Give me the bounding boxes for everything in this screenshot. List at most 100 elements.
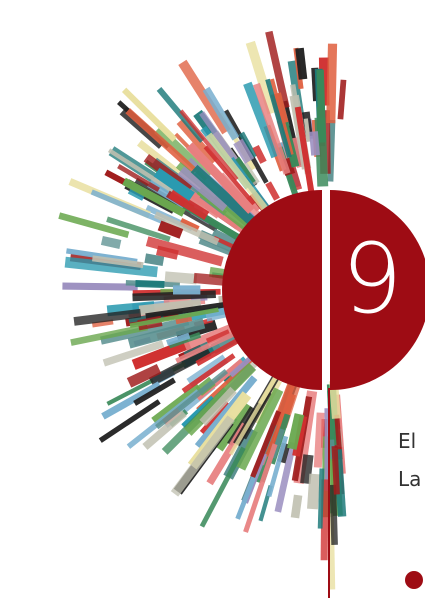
ray (286, 413, 305, 450)
ray (243, 443, 278, 533)
ray (202, 86, 240, 141)
ray (294, 106, 315, 194)
ray (326, 43, 338, 124)
ray (176, 118, 218, 165)
ray (125, 108, 198, 174)
ray (145, 236, 224, 267)
ray (166, 332, 191, 346)
ray (190, 164, 261, 231)
ray (107, 148, 183, 199)
ray (157, 220, 184, 239)
ray (290, 494, 303, 519)
ray (131, 338, 192, 370)
ray (333, 449, 347, 517)
ray (64, 256, 158, 278)
ray (177, 166, 230, 212)
ray (127, 318, 206, 349)
ray (181, 353, 236, 394)
ray (168, 189, 210, 220)
ray (250, 410, 282, 478)
ray (252, 82, 291, 175)
ray (186, 142, 255, 214)
ray (98, 399, 161, 443)
ray (317, 468, 325, 529)
ray (101, 381, 162, 420)
ray (62, 282, 138, 291)
ray (90, 189, 166, 225)
ray (270, 92, 289, 125)
ray (145, 300, 234, 320)
ray (199, 386, 237, 427)
ray-burst (58, 30, 347, 590)
ray (117, 163, 160, 193)
ray (300, 454, 314, 484)
ray (329, 484, 338, 545)
ray (215, 402, 253, 452)
ray (258, 374, 279, 405)
ray (235, 472, 258, 520)
ray (178, 59, 231, 135)
ray (295, 47, 308, 80)
ray (243, 81, 280, 159)
ray (179, 109, 239, 181)
ray (194, 375, 258, 449)
ray (307, 473, 321, 510)
ray (245, 40, 277, 115)
text-line: La (398, 467, 421, 491)
ray (320, 479, 329, 561)
ray (102, 340, 165, 367)
ray (313, 412, 325, 468)
ray (266, 435, 289, 498)
ray (170, 415, 235, 497)
ray (155, 368, 229, 430)
ray (290, 137, 305, 168)
ray (309, 131, 320, 156)
ray (265, 78, 292, 158)
chapter-number: 9 (341, 223, 402, 335)
ray (121, 87, 177, 142)
ray (236, 387, 284, 471)
ray (274, 441, 297, 513)
ray (235, 156, 256, 184)
ray (233, 138, 255, 164)
ray (135, 279, 165, 289)
ray (164, 271, 198, 285)
ray (199, 400, 231, 435)
ray (327, 119, 336, 182)
ray (100, 235, 122, 249)
ray (151, 383, 202, 424)
ray (148, 347, 212, 386)
ray (175, 327, 243, 364)
ray (58, 212, 130, 238)
ray (138, 298, 202, 316)
ray (303, 118, 311, 142)
ray (92, 255, 144, 269)
ray (91, 319, 114, 328)
ray (174, 313, 193, 325)
ray (155, 245, 179, 260)
ray (198, 238, 236, 257)
ray (331, 445, 340, 495)
text-line: El (398, 429, 416, 453)
ray (156, 86, 205, 143)
ray (129, 307, 219, 328)
ray (252, 144, 267, 164)
ray (337, 79, 347, 120)
ray (179, 218, 200, 233)
bullet-dot (405, 571, 423, 589)
ray (106, 216, 171, 243)
ray (153, 211, 220, 246)
ray (205, 132, 269, 212)
ray (122, 177, 186, 217)
ray (238, 131, 258, 159)
ray (73, 308, 142, 326)
ray (265, 181, 280, 201)
ray (70, 323, 149, 346)
ray (185, 187, 254, 240)
right-half-circle (330, 190, 425, 390)
ray (316, 69, 327, 143)
ray (153, 167, 195, 201)
ray (195, 334, 246, 367)
